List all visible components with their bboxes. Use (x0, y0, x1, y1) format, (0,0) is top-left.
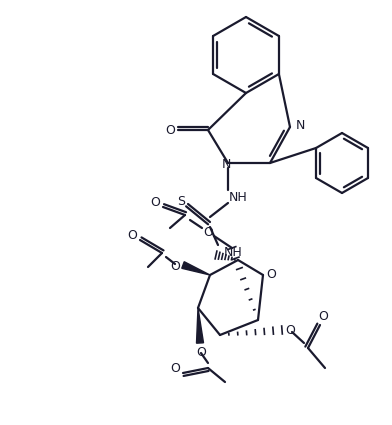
Text: S: S (177, 195, 185, 207)
Text: NH: NH (223, 246, 242, 260)
Text: N: N (221, 158, 230, 170)
Polygon shape (196, 308, 203, 343)
Text: O: O (170, 362, 180, 374)
Text: O: O (318, 311, 328, 323)
Text: O: O (285, 325, 295, 337)
Text: O: O (150, 196, 160, 209)
Text: O: O (203, 226, 213, 238)
Text: O: O (266, 267, 276, 280)
Text: O: O (170, 260, 180, 272)
Polygon shape (182, 262, 210, 275)
Text: O: O (196, 346, 206, 359)
Text: O: O (127, 229, 137, 241)
Text: NH: NH (229, 190, 247, 204)
Text: N: N (295, 119, 305, 131)
Text: O: O (165, 124, 175, 136)
